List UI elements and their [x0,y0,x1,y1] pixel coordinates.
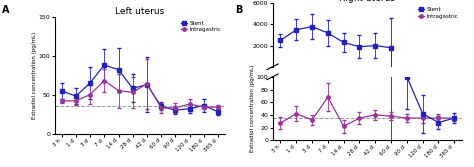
Y-axis label: Estradiol concentration (pg/mL): Estradiol concentration (pg/mL) [32,32,37,119]
Title: Right uterus: Right uterus [339,0,395,3]
Legend: Stent, Intragastric: Stent, Intragastric [417,6,459,20]
Y-axis label: Estradiol concentration (pg/mL): Estradiol concentration (pg/mL) [250,65,255,152]
Text: A: A [2,5,10,15]
Legend: Stent, Intragastric: Stent, Intragastric [180,20,222,33]
Title: Left uterus: Left uterus [115,7,164,16]
Text: B: B [236,5,243,15]
